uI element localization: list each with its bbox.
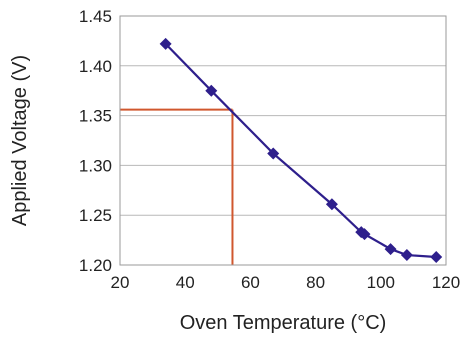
data-point-marker [430,251,443,264]
x-tick-labels: 20 40 60 80 100 120 [111,273,461,292]
series-layer [159,37,443,264]
y-tick-label: 1.35 [79,107,112,126]
x-tick-label: 80 [306,273,325,292]
x-axis-title: Oven Temperature (°C) [180,312,387,334]
x-tick-label: 40 [176,273,195,292]
data-point-marker [358,228,371,241]
y-tick-label: 1.25 [79,206,112,225]
x-tick-label: 20 [111,273,130,292]
x-tick-label: 100 [367,273,395,292]
y-axis-title: Applied Voltage (V) [9,55,31,226]
y-tick-labels: 1.20 1.25 1.30 1.35 1.40 1.45 [79,7,112,275]
data-point-marker [159,37,172,50]
x-tick-label: 120 [432,273,460,292]
grid-lines [120,15,446,266]
x-tick-label: 60 [241,273,260,292]
data-point-marker [205,84,218,97]
series-line [164,43,437,259]
reference-lines [120,108,234,265]
data-point-marker [325,198,338,211]
y-tick-label: 1.30 [79,156,112,175]
y-tick-label: 1.40 [79,57,112,76]
data-point-marker [267,147,280,160]
data-point-marker [384,243,397,256]
y-tick-label: 1.20 [79,256,112,275]
data-point-marker [400,249,413,262]
plot-frame [119,15,447,266]
y-tick-label: 1.45 [79,7,112,26]
